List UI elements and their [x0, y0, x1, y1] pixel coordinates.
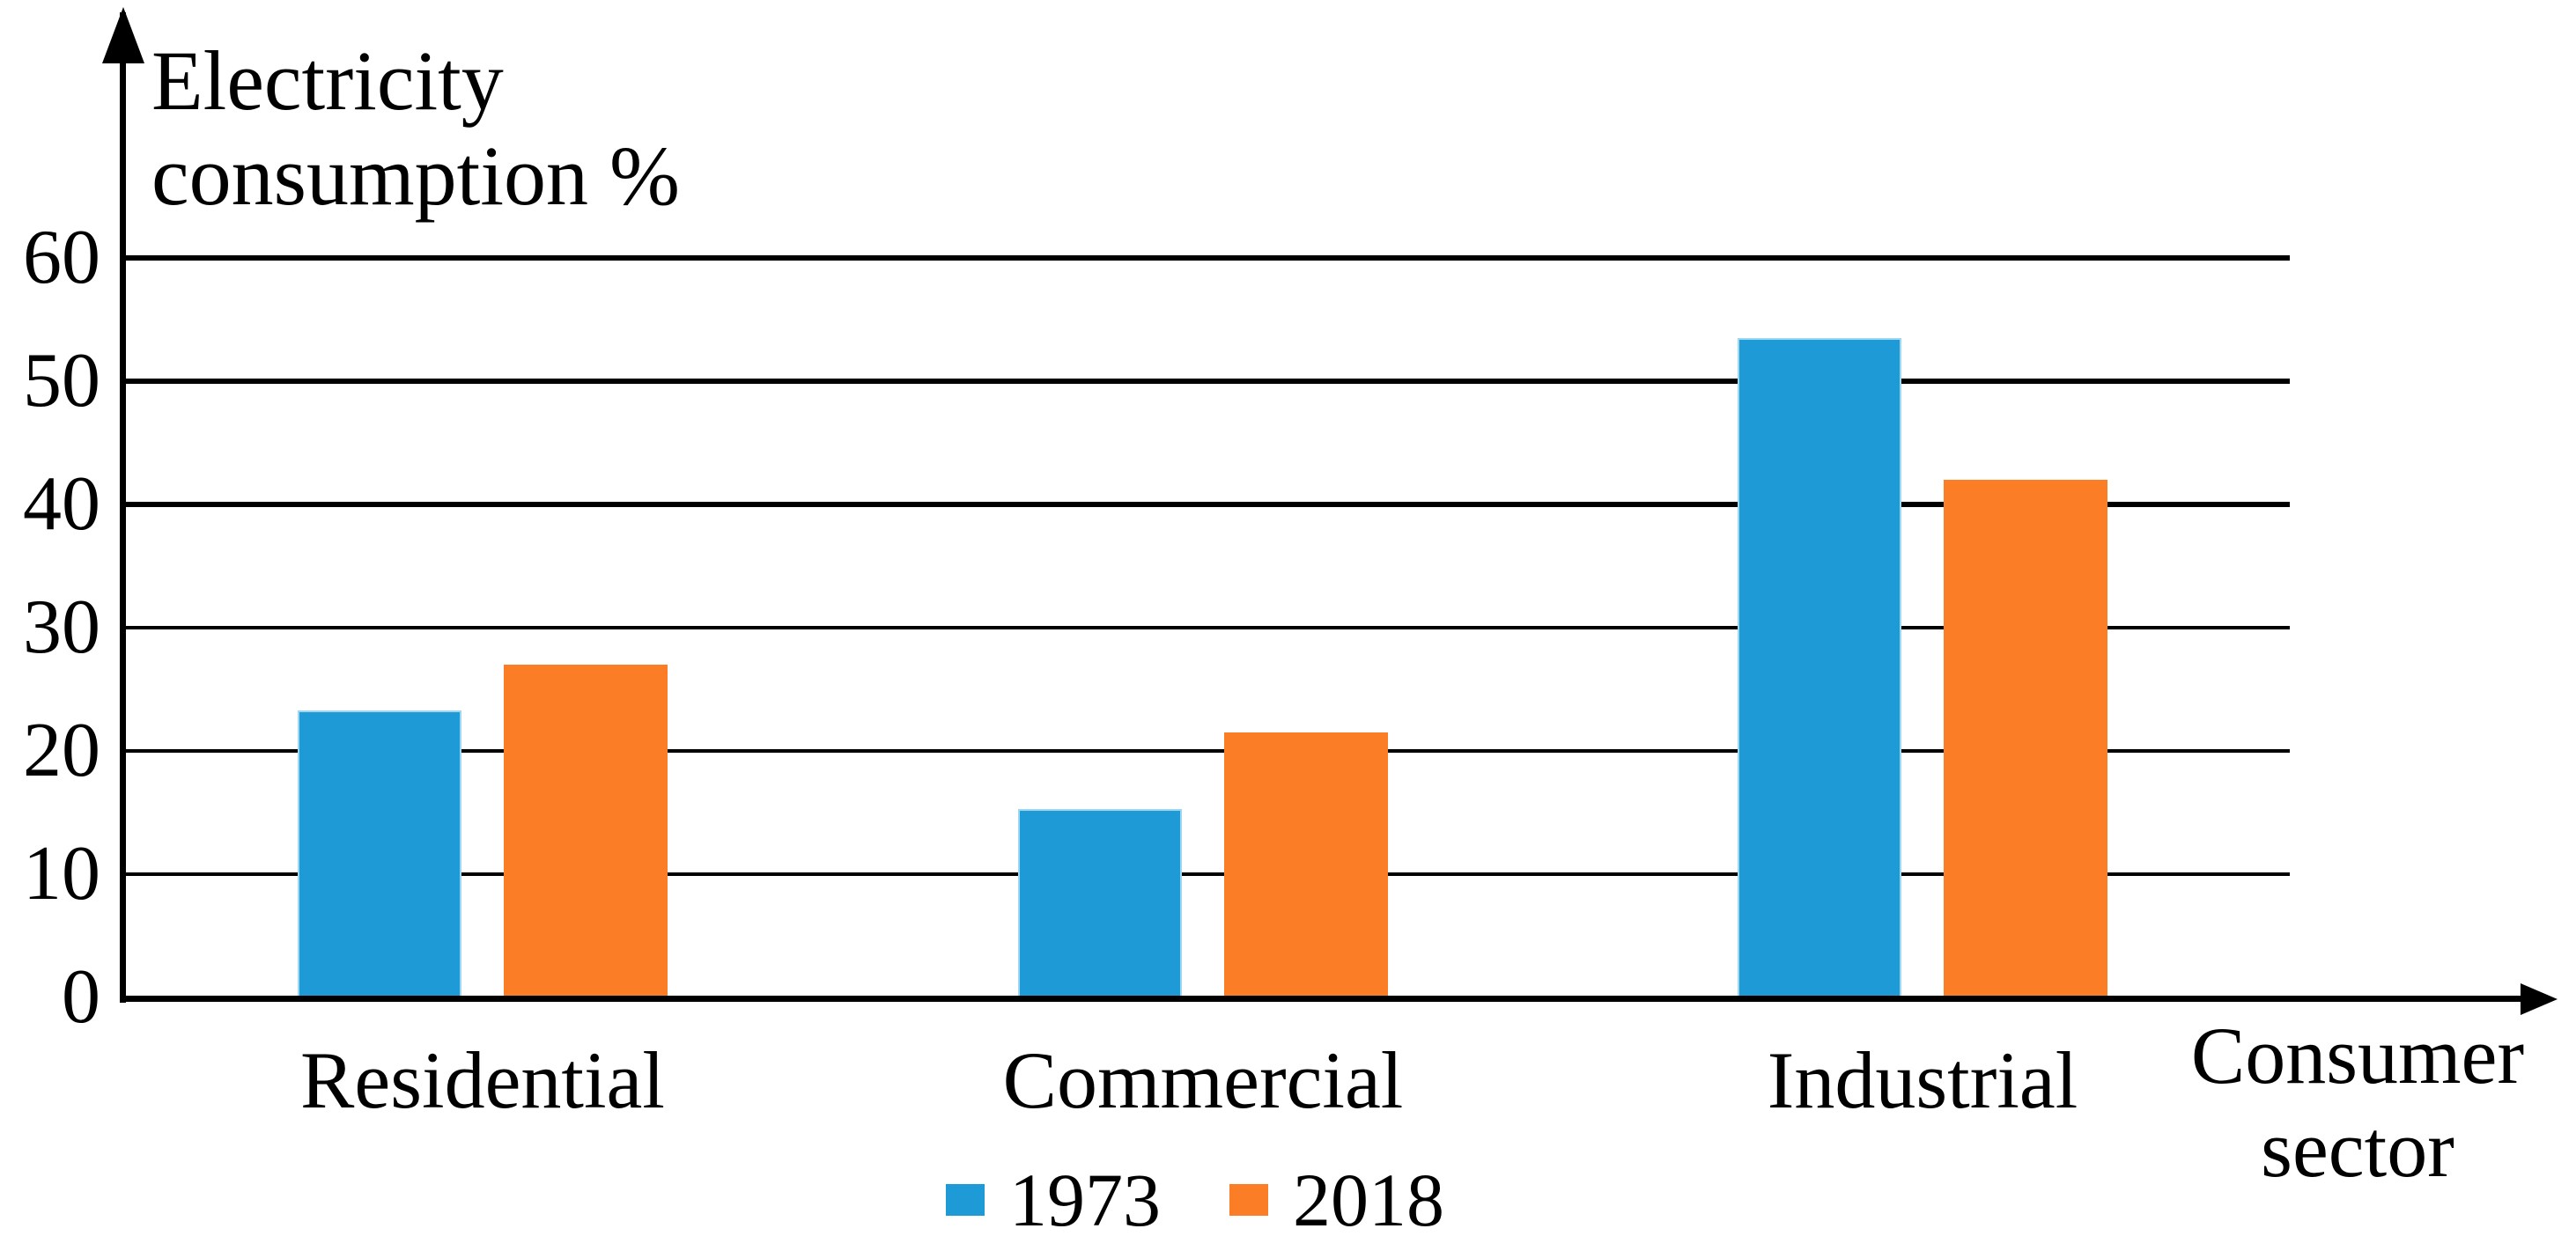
gridline-60 — [123, 255, 2290, 261]
x-axis-arrow-icon — [2521, 983, 2558, 1015]
x-category-label-industrial: Industrial — [1767, 1035, 2078, 1125]
y-axis-line — [120, 12, 126, 1003]
y-axis-title: Electricity consumption % — [151, 33, 680, 224]
legend: 1973 2018 — [946, 1160, 1444, 1236]
y-tick-label-30: 30 — [23, 585, 100, 670]
x-axis-title-line2: sector — [2261, 1104, 2454, 1194]
y-tick-label-60: 60 — [23, 215, 100, 300]
bar-residential-1973 — [298, 710, 461, 997]
y-axis-title-line2: consumption % — [151, 129, 680, 223]
bar-residential-2018 — [504, 665, 668, 997]
bar-commercial-1973 — [1018, 809, 1182, 997]
y-tick-label-50: 50 — [23, 338, 100, 423]
x-category-label-commercial: Commercial — [1002, 1035, 1404, 1125]
legend-swatch-2018 — [1229, 1184, 1268, 1216]
y-tick-label-0: 0 — [62, 954, 100, 1040]
y-tick-label-40: 40 — [23, 461, 100, 547]
gridline-50 — [123, 379, 2290, 384]
legend-item-1973: 1973 — [946, 1160, 1161, 1236]
legend-label-1973: 1973 — [1009, 1158, 1161, 1236]
y-tick-label-10: 10 — [23, 831, 100, 916]
y-tick-label-20: 20 — [23, 708, 100, 793]
gridline-20 — [123, 749, 2290, 753]
x-category-label-residential: Residential — [300, 1035, 665, 1125]
legend-label-2018: 2018 — [1293, 1158, 1444, 1236]
x-axis-title: Consumer sector — [2137, 1009, 2576, 1196]
bar-industrial-2018 — [1944, 480, 2107, 997]
y-axis-title-line1: Electricity — [151, 33, 504, 128]
bar-industrial-1973 — [1738, 338, 1901, 997]
gridline-30 — [123, 626, 2290, 629]
legend-item-2018: 2018 — [1229, 1160, 1444, 1236]
gridline-40 — [123, 502, 2290, 507]
gridline-10 — [123, 872, 2290, 876]
bar-commercial-2018 — [1224, 732, 1388, 997]
legend-swatch-1973 — [946, 1184, 985, 1216]
y-axis-arrow-icon — [102, 7, 144, 63]
x-axis-title-line1: Consumer — [2190, 1011, 2525, 1100]
x-axis-line — [120, 996, 2526, 1002]
